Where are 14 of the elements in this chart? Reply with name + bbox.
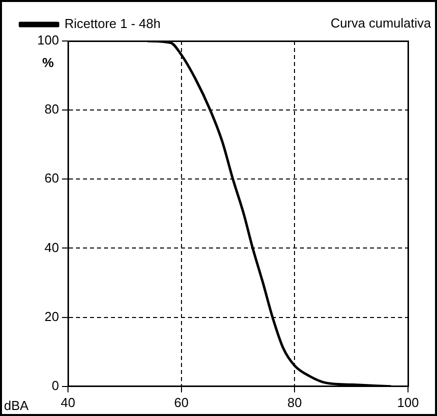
y-tick-label: 40 [44,240,59,255]
y-tick-label: 20 [44,308,59,324]
x-axis-title: dBA [4,398,29,414]
y-tick-label: 0 [52,378,59,393]
x-tick-label: 40 [60,394,76,410]
chart-title: Curva cumulativa [330,16,432,31]
x-tick-label: 80 [287,394,302,410]
y-tick-label: 80 [44,102,59,117]
x-tick-label: 100 [397,394,419,410]
legend-label: Ricettore 1 - 48h [64,16,161,32]
y-tick-label: 60 [44,170,59,186]
x-tick-label: 60 [174,394,189,410]
y-axis-title: % [42,55,54,70]
y-tick-label: 100 [37,32,59,48]
